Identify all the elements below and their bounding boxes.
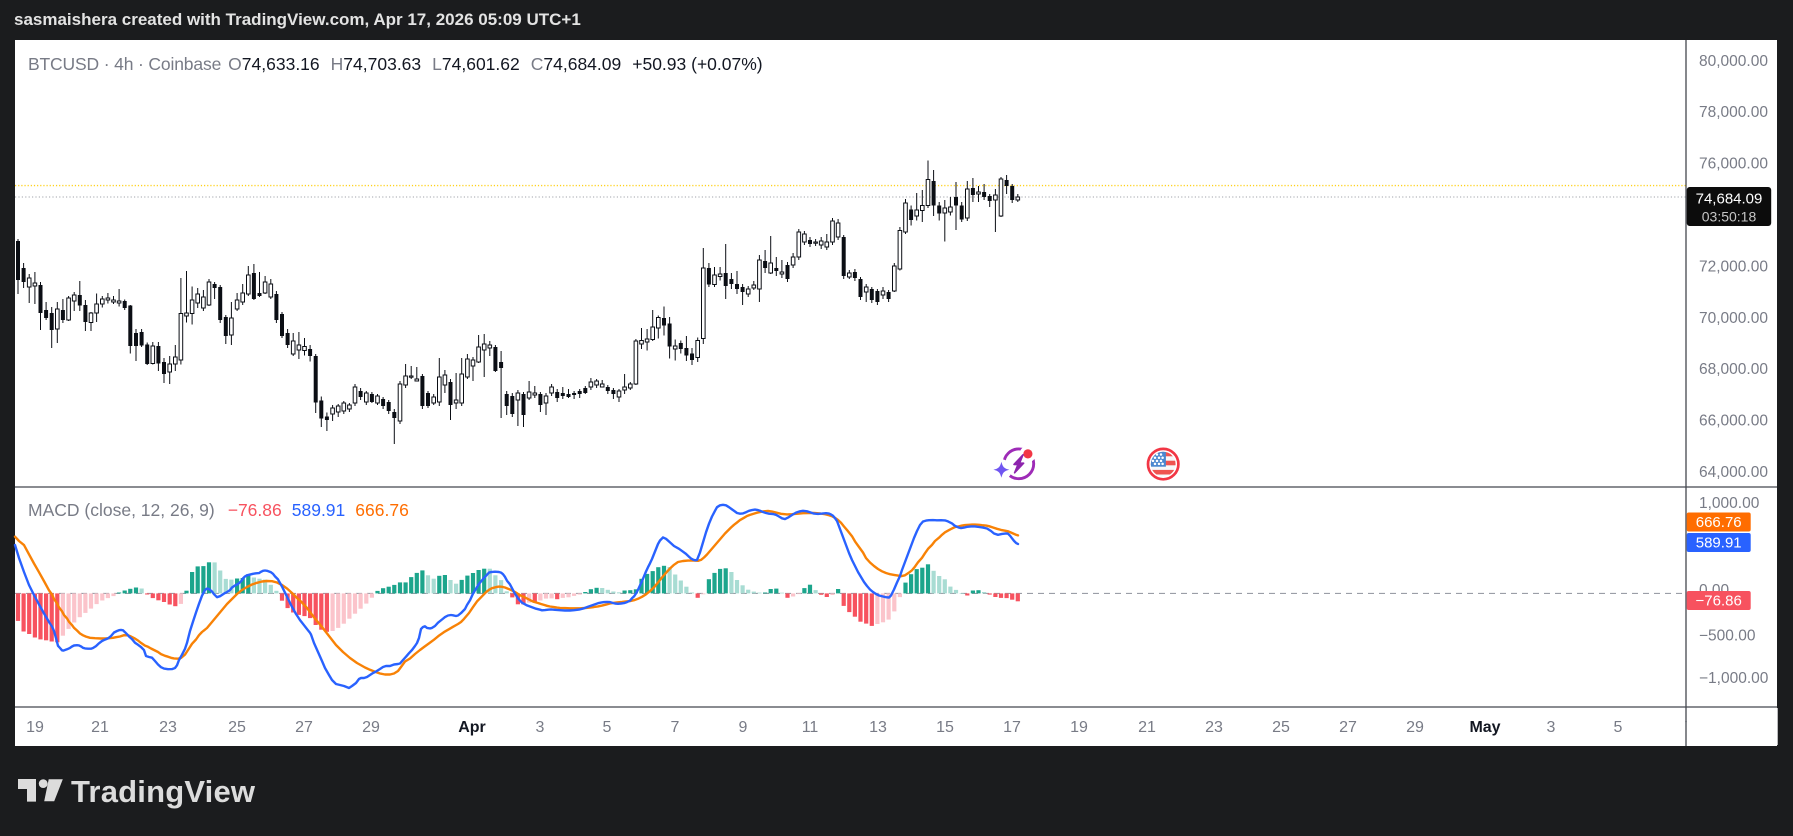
svg-text:29: 29 xyxy=(362,719,380,736)
svg-text:17: 17 xyxy=(1003,719,1021,736)
svg-text:May: May xyxy=(1469,719,1500,736)
svg-text:25: 25 xyxy=(228,719,246,736)
svg-text:−500.00: −500.00 xyxy=(1699,628,1756,645)
svg-text:3: 3 xyxy=(536,719,545,736)
svg-text:72,000.00: 72,000.00 xyxy=(1699,258,1768,275)
svg-text:Apr: Apr xyxy=(458,719,486,736)
svg-text:29: 29 xyxy=(1406,719,1424,736)
svg-text:21: 21 xyxy=(91,719,109,736)
svg-text:−76.86: −76.86 xyxy=(1696,593,1742,610)
svg-text:27: 27 xyxy=(1339,719,1357,736)
svg-text:589.91: 589.91 xyxy=(1696,535,1742,552)
svg-text:03:50:18: 03:50:18 xyxy=(1702,209,1757,225)
svg-text:19: 19 xyxy=(1070,719,1088,736)
svg-text:68,000.00: 68,000.00 xyxy=(1699,361,1768,378)
svg-text:70,000.00: 70,000.00 xyxy=(1699,310,1768,327)
svg-text:666.76: 666.76 xyxy=(1696,514,1742,531)
svg-text:25: 25 xyxy=(1272,719,1290,736)
svg-text:66,000.00: 66,000.00 xyxy=(1699,413,1768,430)
svg-text:5: 5 xyxy=(1614,719,1623,736)
svg-text:76,000.00: 76,000.00 xyxy=(1699,156,1768,173)
svg-text:64,000.00: 64,000.00 xyxy=(1699,464,1768,481)
svg-text:TradingView: TradingView xyxy=(71,774,256,809)
svg-text:MACD (close, 12, 26, 9)−76.865: MACD (close, 12, 26, 9) −76.86 589.91 666.7… xyxy=(28,500,409,520)
svg-text:11: 11 xyxy=(802,719,819,736)
svg-text:23: 23 xyxy=(159,719,177,736)
svg-text:80,000.00: 80,000.00 xyxy=(1699,53,1768,70)
svg-text:7: 7 xyxy=(671,719,680,736)
svg-text:19: 19 xyxy=(26,719,44,736)
svg-text:13: 13 xyxy=(869,719,887,736)
svg-text:9: 9 xyxy=(739,719,748,736)
svg-text:78,000.00: 78,000.00 xyxy=(1699,104,1768,121)
svg-text:3: 3 xyxy=(1547,719,1556,736)
svg-text:74,684.09: 74,684.09 xyxy=(1696,191,1763,208)
svg-text:21: 21 xyxy=(1138,719,1156,736)
svg-text:5: 5 xyxy=(603,719,612,736)
svg-text:−1,000.00: −1,000.00 xyxy=(1699,670,1769,687)
svg-text:1,000.00: 1,000.00 xyxy=(1699,495,1760,512)
svg-text:15: 15 xyxy=(936,719,954,736)
svg-text:23: 23 xyxy=(1205,719,1223,736)
svg-text:27: 27 xyxy=(295,719,313,736)
